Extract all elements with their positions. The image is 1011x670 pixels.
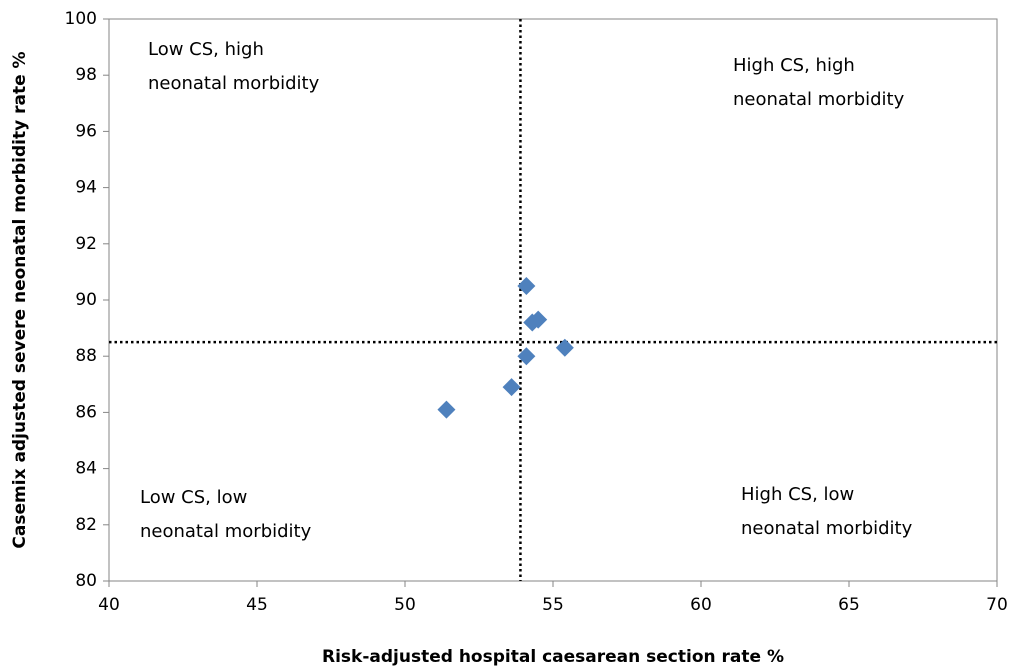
point bbox=[555, 338, 574, 357]
x-axis-title: Risk-adjusted hospital caesarean section… bbox=[322, 647, 784, 667]
x-tick-label: 55 bbox=[542, 595, 564, 615]
y-tick-label: 100 bbox=[65, 9, 97, 29]
x-tick-label: 70 bbox=[986, 595, 1008, 615]
y-tick-label: 86 bbox=[75, 402, 97, 422]
x-tick-label: 65 bbox=[838, 595, 860, 615]
quadrant-label: neonatal morbidity bbox=[733, 89, 905, 110]
y-tick-label: 82 bbox=[75, 515, 97, 535]
quadrant-label: Low CS, high bbox=[148, 39, 264, 60]
point bbox=[437, 400, 456, 419]
y-tick-label: 84 bbox=[75, 459, 97, 479]
point bbox=[517, 276, 536, 295]
quadrant-label: neonatal morbidity bbox=[741, 518, 913, 539]
y-tick-label: 98 bbox=[75, 65, 97, 85]
quadrant-label: High CS, high bbox=[733, 55, 855, 76]
y-tick-label: 92 bbox=[75, 234, 97, 254]
x-tick-label: 50 bbox=[394, 595, 416, 615]
y-tick-label: 94 bbox=[75, 178, 97, 198]
x-tick-label: 40 bbox=[98, 595, 120, 615]
point bbox=[502, 378, 521, 397]
quadrant-label: Low CS, low bbox=[140, 487, 247, 508]
y-axis-title: Casemix adjusted severe neonatal morbidi… bbox=[10, 51, 30, 548]
quadrant-label: neonatal morbidity bbox=[140, 521, 312, 542]
y-tick-label: 96 bbox=[75, 121, 97, 141]
quadrant-label: High CS, low bbox=[741, 484, 854, 505]
quadrant-label: neonatal morbidity bbox=[148, 73, 320, 94]
x-tick-label: 60 bbox=[690, 595, 712, 615]
point bbox=[517, 347, 536, 366]
y-tick-label: 88 bbox=[75, 346, 97, 366]
y-tick-label: 80 bbox=[75, 571, 97, 591]
point bbox=[529, 310, 548, 329]
x-tick-label: 45 bbox=[246, 595, 268, 615]
y-tick-label: 90 bbox=[75, 290, 97, 310]
